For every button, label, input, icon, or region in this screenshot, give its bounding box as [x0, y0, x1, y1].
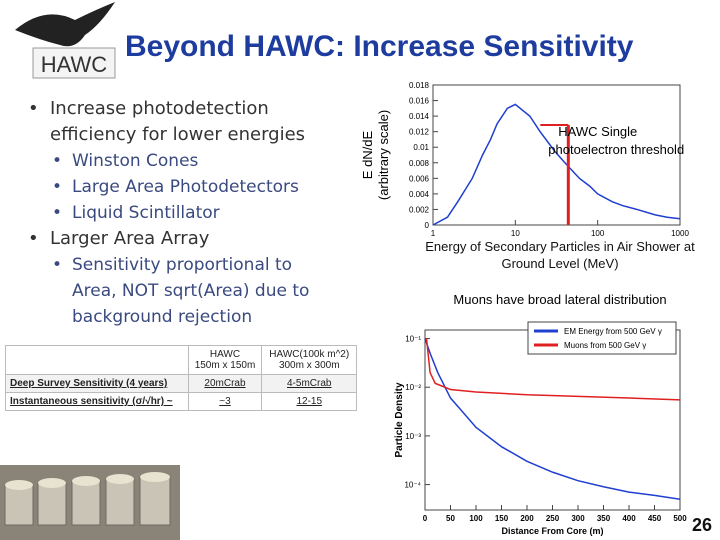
threshold-label: HAWC Single [558, 124, 637, 139]
series-line [424, 338, 681, 500]
y-axis-label: (arbitrary scale) [376, 110, 391, 200]
bullet-list: Increase photodetection efficiency for l… [28, 96, 338, 330]
sub-bullet: Winston Cones [28, 148, 338, 174]
y-tick-label: 0.012 [409, 128, 430, 137]
sub-bullet: Liquid Scintillator [28, 200, 338, 226]
header-cell: HAWC 150m x 150m [187, 345, 263, 375]
x-tick-label: 100 [469, 514, 483, 523]
sub-bullet: Large Area Photodetectors [28, 174, 338, 200]
table-row: Deep Survey Sensitivity (4 years) 20mCrab… [5, 374, 357, 393]
y-tick-label: 0.01 [413, 143, 429, 152]
x-tick-label: 400 [622, 514, 636, 523]
logo-text: HAWC [41, 52, 108, 77]
header-line: 300m x 300m [278, 360, 340, 371]
table-cell: 4-5mCrab [261, 374, 357, 393]
table-cell: 12-15 [261, 392, 357, 411]
table-cell: ~3 [187, 392, 263, 411]
table-header: HAWC 150m x 150m HAWC(100k m^2) 300m x 300m [5, 345, 357, 375]
bullet: Increase photodetection efficiency for l… [28, 96, 338, 148]
series-line [432, 103, 681, 226]
y-tick-label: 0.016 [409, 97, 430, 106]
x-tick-label: 450 [648, 514, 662, 523]
y-axis-label: E dN/dE [360, 130, 375, 179]
header-line: HAWC(100k m^2) [269, 349, 350, 360]
table-cell: Deep Survey Sensitivity (4 years) [5, 374, 189, 393]
x-axis-label: Distance From Core (m) [501, 526, 603, 536]
plot-frame [424, 329, 681, 511]
sensitivity-table: HAWC 150m x 150m HAWC(100k m^2) 300m x 300m… [5, 345, 357, 411]
header-line: HAWC [209, 349, 241, 360]
header-cell: HAWC(100k m^2) 300m x 300m [261, 345, 357, 375]
threshold-label: photoelectron threshold [548, 142, 684, 157]
bullet: Larger Area Array [28, 226, 338, 252]
x-tick-label: 10 [511, 229, 520, 238]
plot-frame [432, 84, 681, 226]
y-tick-label: 10⁻¹ [405, 335, 421, 344]
x-tick-label: 150 [495, 514, 509, 523]
legend-box [527, 321, 677, 355]
x-tick-label: 0 [423, 514, 428, 523]
legend-label: Muons from 500 GeV γ [564, 341, 646, 350]
y-tick-label: 10⁻⁴ [404, 481, 421, 490]
logo: HAWC [15, 2, 116, 79]
x-tick-label: 100 [591, 229, 605, 238]
header-cell [5, 345, 189, 375]
plots: 1 10 100 100000.0020.0040.0060.0080.010.012… [360, 81, 695, 536]
annotation: Muons have broad lateral distribution [453, 292, 666, 307]
x-tick-label: 350 [597, 514, 611, 523]
y-tick-label: 0 [425, 221, 430, 230]
y-tick-label: 0.018 [409, 81, 430, 90]
y-tick-label: 10⁻³ [405, 432, 421, 441]
table-cell: 20mCrab [187, 374, 263, 393]
y-tick-label: 10⁻² [405, 383, 421, 392]
x-tick-label: 1 [431, 229, 436, 238]
y-tick-label: 0.006 [409, 174, 430, 183]
page-number: 26 [691, 515, 712, 535]
x-axis-label: Energy of Secondary Particles in Air Sho… [425, 239, 695, 271]
y-tick-label: 0.014 [409, 112, 430, 121]
tank-photo [0, 465, 180, 540]
x-tick-label: 1000 [671, 229, 689, 238]
sub-bullet: Sensitivity proportional to Area, NOT sq… [28, 252, 338, 330]
x-tick-label: 300 [571, 514, 585, 523]
y-tick-label: 0.004 [409, 190, 430, 199]
x-tick-label: 500 [673, 514, 687, 523]
x-tick-label: 200 [520, 514, 534, 523]
x-axis-label-box: Energy of Secondary Particles in Air Sho… [425, 239, 695, 271]
x-tick-label: 250 [546, 514, 560, 523]
legend-label: EM Energy from 500 GeV γ [564, 327, 662, 336]
series-line [425, 338, 681, 401]
x-tick-label: 50 [446, 514, 455, 523]
y-tick-label: 0.002 [409, 205, 430, 214]
y-axis-label: Particle Density [394, 382, 405, 457]
table-row: Instantaneous sensitivity (σ/√hr) ~ ~3 12-… [5, 392, 357, 411]
table-cell: Instantaneous sensitivity (σ/√hr) ~ [5, 392, 189, 411]
slide-title: Beyond HAWC: Increase Sensitivity [125, 30, 634, 63]
header-line: 150m x 150m [194, 360, 256, 371]
y-tick-label: 0.008 [409, 159, 430, 168]
